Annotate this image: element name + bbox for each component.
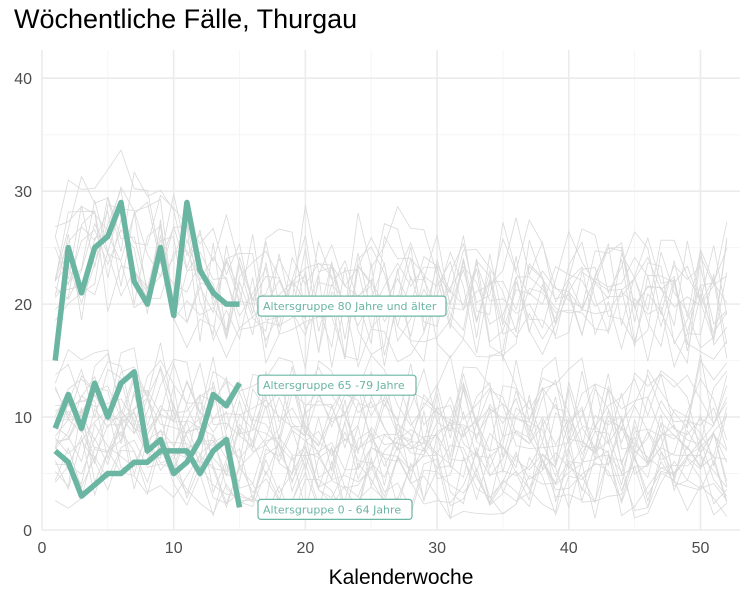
background-series-line — [54, 368, 728, 458]
background-series-line — [54, 385, 728, 474]
series-line-2 — [53, 436, 243, 508]
highlight-series-layer — [52, 199, 243, 508]
y-tick-label: 0 — [23, 523, 32, 540]
series-line-1 — [52, 369, 242, 477]
series-label-layer: Altersgruppe 80 Jahre und älter Altersgru… — [257, 295, 447, 521]
background-series-line — [55, 204, 728, 365]
x-tick-label: 40 — [560, 540, 578, 557]
chart-title: Wöchentliche Fälle, Thurgau — [14, 4, 358, 34]
background-series-line — [55, 409, 728, 484]
x-tick-label: 10 — [165, 540, 183, 557]
background-series-line — [54, 365, 728, 467]
series-label-box — [257, 295, 447, 317]
x-tick-label: 20 — [296, 540, 314, 557]
series-label-0: Altersgruppe 80 Jahre und älter — [257, 295, 447, 317]
x-tick-label: 0 — [38, 540, 47, 557]
y-tick-label: 20 — [14, 297, 32, 314]
series-label-box — [257, 374, 417, 396]
series-label-2: Altersgruppe 0 - 64 Jahre — [257, 498, 413, 521]
y-tick-label: 30 — [14, 184, 32, 201]
y-tick-label: 40 — [14, 71, 32, 88]
background-series-layer — [54, 149, 728, 520]
background-series-line — [54, 444, 728, 519]
x-tick-label: 30 — [428, 540, 446, 557]
series-label-text: Altersgruppe 80 Jahre und älter — [263, 300, 437, 313]
series-line-0 — [52, 199, 240, 361]
background-series-line — [54, 395, 727, 478]
background-series-line — [54, 423, 728, 511]
series-label-1: Altersgruppe 65 -79 Jahre — [257, 374, 417, 396]
series-label-box — [257, 498, 413, 521]
background-series-line — [54, 352, 728, 455]
x-tick-label: 50 — [692, 540, 710, 557]
series-label-text: Altersgruppe 65 -79 Jahre — [263, 379, 405, 392]
axis-layer: 0 10 20 30 40 50 0 10 20 30 40 Kalenderwoche — [14, 71, 709, 589]
background-series-line — [54, 196, 728, 342]
series-label-text: Altersgruppe 0 - 64 Jahre — [263, 503, 401, 516]
x-axis-title: Kalenderwoche — [329, 566, 474, 589]
background-series-line — [55, 410, 728, 492]
y-tick-label: 10 — [14, 410, 32, 427]
background-series-line — [54, 342, 728, 445]
